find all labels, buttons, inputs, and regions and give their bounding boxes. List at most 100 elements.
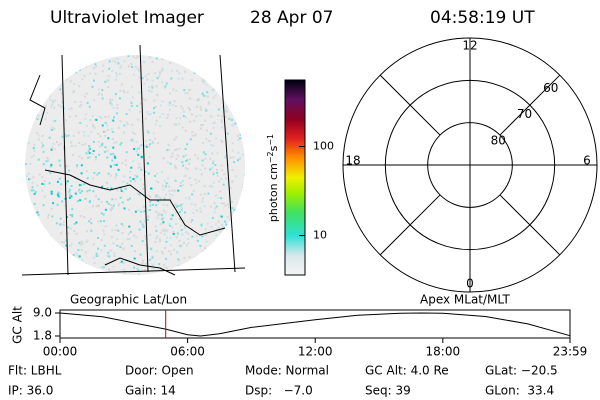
pixel [243, 63, 245, 66]
pixel [220, 223, 223, 226]
pixel [218, 239, 221, 242]
pixel [115, 72, 118, 74]
pixel [73, 230, 76, 232]
pixel [156, 211, 159, 214]
pixel [171, 103, 174, 106]
pixel [78, 241, 81, 244]
pixel [240, 79, 243, 82]
pixel [188, 197, 191, 200]
pixel [237, 250, 240, 252]
pixel [110, 204, 112, 207]
pixel [183, 241, 185, 244]
pixel [212, 122, 215, 125]
pixel [181, 77, 184, 80]
pixel [101, 93, 104, 96]
pixel [204, 247, 207, 250]
pixel [195, 115, 198, 118]
pixel [183, 226, 186, 229]
pixel [200, 173, 203, 176]
pixel [52, 62, 55, 65]
pixel [174, 149, 177, 151]
pixel [142, 205, 145, 208]
pixel [127, 198, 129, 201]
pixel [172, 233, 175, 235]
pixel [155, 172, 158, 175]
pixel [35, 216, 38, 219]
pixel [191, 219, 194, 222]
pixel [50, 83, 52, 85]
pixel [52, 171, 55, 174]
pixel [118, 72, 121, 75]
pixel [171, 189, 174, 192]
pixel [29, 258, 32, 261]
pixel [107, 202, 110, 205]
pixel [86, 101, 89, 104]
pixel [244, 174, 245, 177]
pixel [230, 108, 233, 111]
pixel [108, 255, 111, 258]
pixel [209, 168, 212, 171]
pixel [85, 152, 88, 155]
pixel [62, 224, 65, 226]
pixel [141, 259, 144, 262]
pixel [166, 149, 169, 152]
pixel [226, 203, 229, 206]
pixel [70, 107, 73, 110]
pixel [43, 59, 46, 62]
pixel [50, 63, 53, 66]
pixel [231, 180, 234, 183]
pixel [30, 244, 32, 247]
pixel [58, 258, 61, 261]
pixel [169, 108, 171, 111]
pixel [215, 86, 218, 89]
pixel [76, 200, 79, 203]
pixel [218, 190, 221, 193]
pixel [211, 185, 214, 188]
pixel [114, 198, 117, 201]
pixel [56, 141, 59, 143]
pixel [145, 145, 148, 148]
pixel [168, 189, 171, 192]
pixel [34, 224, 37, 226]
pixel [87, 135, 90, 138]
pixel [164, 246, 167, 249]
pixel [240, 240, 243, 243]
pixel [185, 271, 188, 274]
pixel [222, 228, 225, 231]
pixel [165, 267, 168, 269]
pixel [183, 256, 186, 259]
pixel [56, 57, 59, 60]
pixel [75, 232, 78, 235]
pixel [92, 67, 95, 70]
pixel [229, 219, 232, 222]
pixel [154, 105, 157, 108]
pixel [130, 101, 133, 104]
pixel [119, 196, 122, 199]
pixel [144, 262, 147, 265]
pixel [104, 208, 107, 211]
pixel [97, 204, 100, 207]
image-map [21, 44, 246, 276]
pixel [136, 192, 139, 195]
pixel [94, 158, 97, 161]
pixel [119, 97, 121, 100]
pixel [133, 179, 136, 182]
pixel [162, 203, 165, 206]
pixel [56, 70, 59, 73]
pixel [175, 203, 178, 206]
pixel [30, 68, 33, 71]
pixel [135, 174, 138, 177]
pixel [77, 189, 80, 192]
pixel [224, 243, 227, 246]
pixel [67, 261, 70, 264]
pixel [29, 266, 32, 269]
pixel [241, 99, 244, 102]
pixel [220, 177, 223, 180]
colorbar [284, 79, 306, 276]
pixel [49, 79, 52, 81]
pixel [65, 244, 68, 247]
pixel [222, 236, 225, 239]
pixel [112, 138, 115, 141]
pixel [161, 113, 164, 115]
pixel [43, 259, 45, 261]
